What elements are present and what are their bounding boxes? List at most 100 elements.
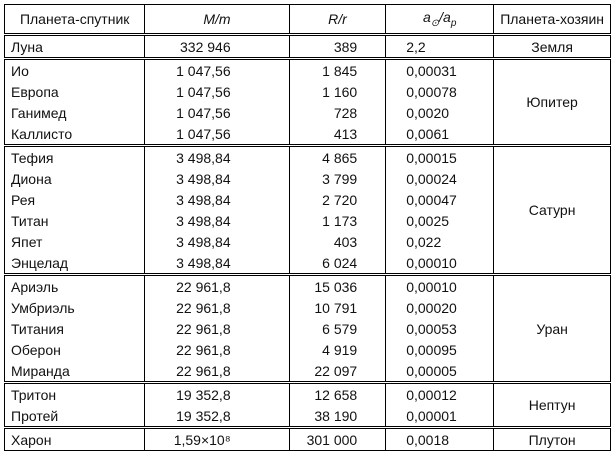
table-cell: Харон xyxy=(3,426,146,451)
host-cell: Земля xyxy=(493,34,611,59)
table-cell: 0,00015 xyxy=(385,144,495,168)
table-cell: 6 024 xyxy=(288,252,387,275)
table-cell: 1 173 xyxy=(288,210,387,231)
table-cell: 301 000 xyxy=(288,426,387,451)
table-cell: Каллисто xyxy=(3,123,146,146)
header-cell: M/m xyxy=(144,4,290,36)
table-cell: 22 961,8 xyxy=(144,360,290,383)
table-cell: 22 961,8 xyxy=(144,273,290,297)
table-cell: 1 160 xyxy=(288,81,387,102)
table-cell: 22 097 xyxy=(288,360,387,383)
header-cell: R/r xyxy=(288,4,387,36)
table-cell: 1,59×10⁸ xyxy=(144,426,290,451)
table-cell: 19 352,8 xyxy=(144,381,290,405)
table-row: Тритон 19 352,8 12 658 0,00012 Нептун xyxy=(3,381,611,428)
table-row: Протей 19 352,8 38 190 0,00001 xyxy=(3,405,611,428)
table-row: Титания 22 961,8 6 579 0,00053 xyxy=(3,318,611,339)
table-cell: Титан xyxy=(3,210,146,231)
table-cell: Протей xyxy=(3,405,146,428)
table-header: Планета-спутник M/m R/r a⊙/ap Планета-хо… xyxy=(3,4,611,36)
table-cell: 0,00031 xyxy=(385,57,495,81)
table-cell: 1 845 xyxy=(288,57,387,81)
table-row: Миранда 22 961,8 22 097 0,00005 xyxy=(3,360,611,383)
table-cell: 3 498,84 xyxy=(144,252,290,275)
table-cell: 0,022 xyxy=(385,231,495,252)
table-row: Каллисто 1 047,56 413 0,0061 xyxy=(3,123,611,146)
table-cell: 0,0018 xyxy=(385,426,495,451)
page: Планета-спутник M/m R/r a⊙/ap Планета-хо… xyxy=(3,4,611,451)
table-cell: Тефия xyxy=(3,144,146,168)
table-cell: 22 961,8 xyxy=(144,339,290,360)
table-cell: 2 720 xyxy=(288,189,387,210)
table-cell: 0,00053 xyxy=(385,318,495,339)
table-cell: 389 xyxy=(288,34,387,59)
table-cell: 0,00001 xyxy=(385,405,495,428)
host-cell: Уран xyxy=(493,273,611,383)
table-row: Рея 3 498,84 2 720 0,00047 xyxy=(3,189,611,210)
table-cell: 0,00078 xyxy=(385,81,495,102)
header-sub: ⊙ xyxy=(430,17,440,29)
table-cell: Тритон xyxy=(3,381,146,405)
table-cell: Миранда xyxy=(3,360,146,383)
table-cell: 0,0061 xyxy=(385,123,495,146)
table-cell: Ио xyxy=(3,57,146,81)
table-body: Луна 332 946 389 2,2 Земля Ио 1 047,56 1 845 0,0… xyxy=(3,34,611,451)
table-row: Харон 1,59×10⁸ 301 000 0,0018 Плутон xyxy=(3,426,611,451)
table-cell: 1 047,56 xyxy=(144,123,290,146)
table-cell: 1 047,56 xyxy=(144,57,290,81)
table-row: Европа 1 047,56 1 160 0,00078 xyxy=(3,81,611,102)
table-cell: 0,00047 xyxy=(385,189,495,210)
table-cell: 403 xyxy=(288,231,387,252)
satellite-table: Планета-спутник M/m R/r a⊙/ap Планета-хо… xyxy=(3,4,611,451)
header-sub: p xyxy=(450,17,457,29)
table-cell: 0,00012 xyxy=(385,381,495,405)
table-row: Япет 3 498,84 403 0,022 xyxy=(3,231,611,252)
table-cell: 0,00010 xyxy=(385,273,495,297)
host-cell: Сатурн xyxy=(493,144,611,275)
table-cell: 15 036 xyxy=(288,273,387,297)
table-cell: 0,00010 xyxy=(385,252,495,275)
host-cell: Нептун xyxy=(493,381,611,428)
table-cell: 332 946 xyxy=(144,34,290,59)
table-row: Луна 332 946 389 2,2 Земля xyxy=(3,34,611,59)
header-cell: Планета-спутник xyxy=(3,4,146,36)
table-cell: 4 919 xyxy=(288,339,387,360)
table-cell: Ганимед xyxy=(3,102,146,123)
table-cell: 0,0025 xyxy=(385,210,495,231)
table-cell: 3 498,84 xyxy=(144,231,290,252)
table-cell: 3 498,84 xyxy=(144,144,290,168)
table-row: Диона 3 498,84 3 799 0,00024 xyxy=(3,168,611,189)
table-cell: 1 047,56 xyxy=(144,102,290,123)
table-cell: Титания xyxy=(3,318,146,339)
header-part: a xyxy=(422,9,431,26)
header-row: Планета-спутник M/m R/r a⊙/ap Планета-хо… xyxy=(3,4,611,36)
header-cell: a⊙/ap xyxy=(385,4,495,36)
table-cell: 0,00095 xyxy=(385,339,495,360)
table-cell: 0,00020 xyxy=(385,297,495,318)
table-cell: 1 047,56 xyxy=(144,81,290,102)
table-cell: 19 352,8 xyxy=(144,405,290,428)
table-cell: 6 579 xyxy=(288,318,387,339)
table-cell: 22 961,8 xyxy=(144,297,290,318)
table-cell: Ариэль xyxy=(3,273,146,297)
table-cell: 4 865 xyxy=(288,144,387,168)
table-cell: Энцелад xyxy=(3,252,146,275)
table-cell: 0,00024 xyxy=(385,168,495,189)
table-cell: 2,2 xyxy=(385,34,495,59)
table-row: Ариэль 22 961,8 15 036 0,00010 Уран xyxy=(3,273,611,383)
header-part: /a xyxy=(439,9,451,26)
table-cell: Умбриэль xyxy=(3,297,146,318)
host-cell: Юпитер xyxy=(493,57,611,146)
table-cell: 0,00005 xyxy=(385,360,495,383)
table-cell: Луна xyxy=(3,34,146,59)
table-cell: 12 658 xyxy=(288,381,387,405)
table-row: Умбриэль 22 961,8 10 791 0,00020 xyxy=(3,297,611,318)
table-cell: 3 498,84 xyxy=(144,189,290,210)
table-cell: Рея xyxy=(3,189,146,210)
table-row: Оберон 22 961,8 4 919 0,00095 xyxy=(3,339,611,360)
table-cell: 413 xyxy=(288,123,387,146)
table-cell: Япет xyxy=(3,231,146,252)
host-cell: Плутон xyxy=(493,426,611,451)
table-row: Ганимед 1 047,56 728 0,0020 xyxy=(3,102,611,123)
table-cell: 3 799 xyxy=(288,168,387,189)
